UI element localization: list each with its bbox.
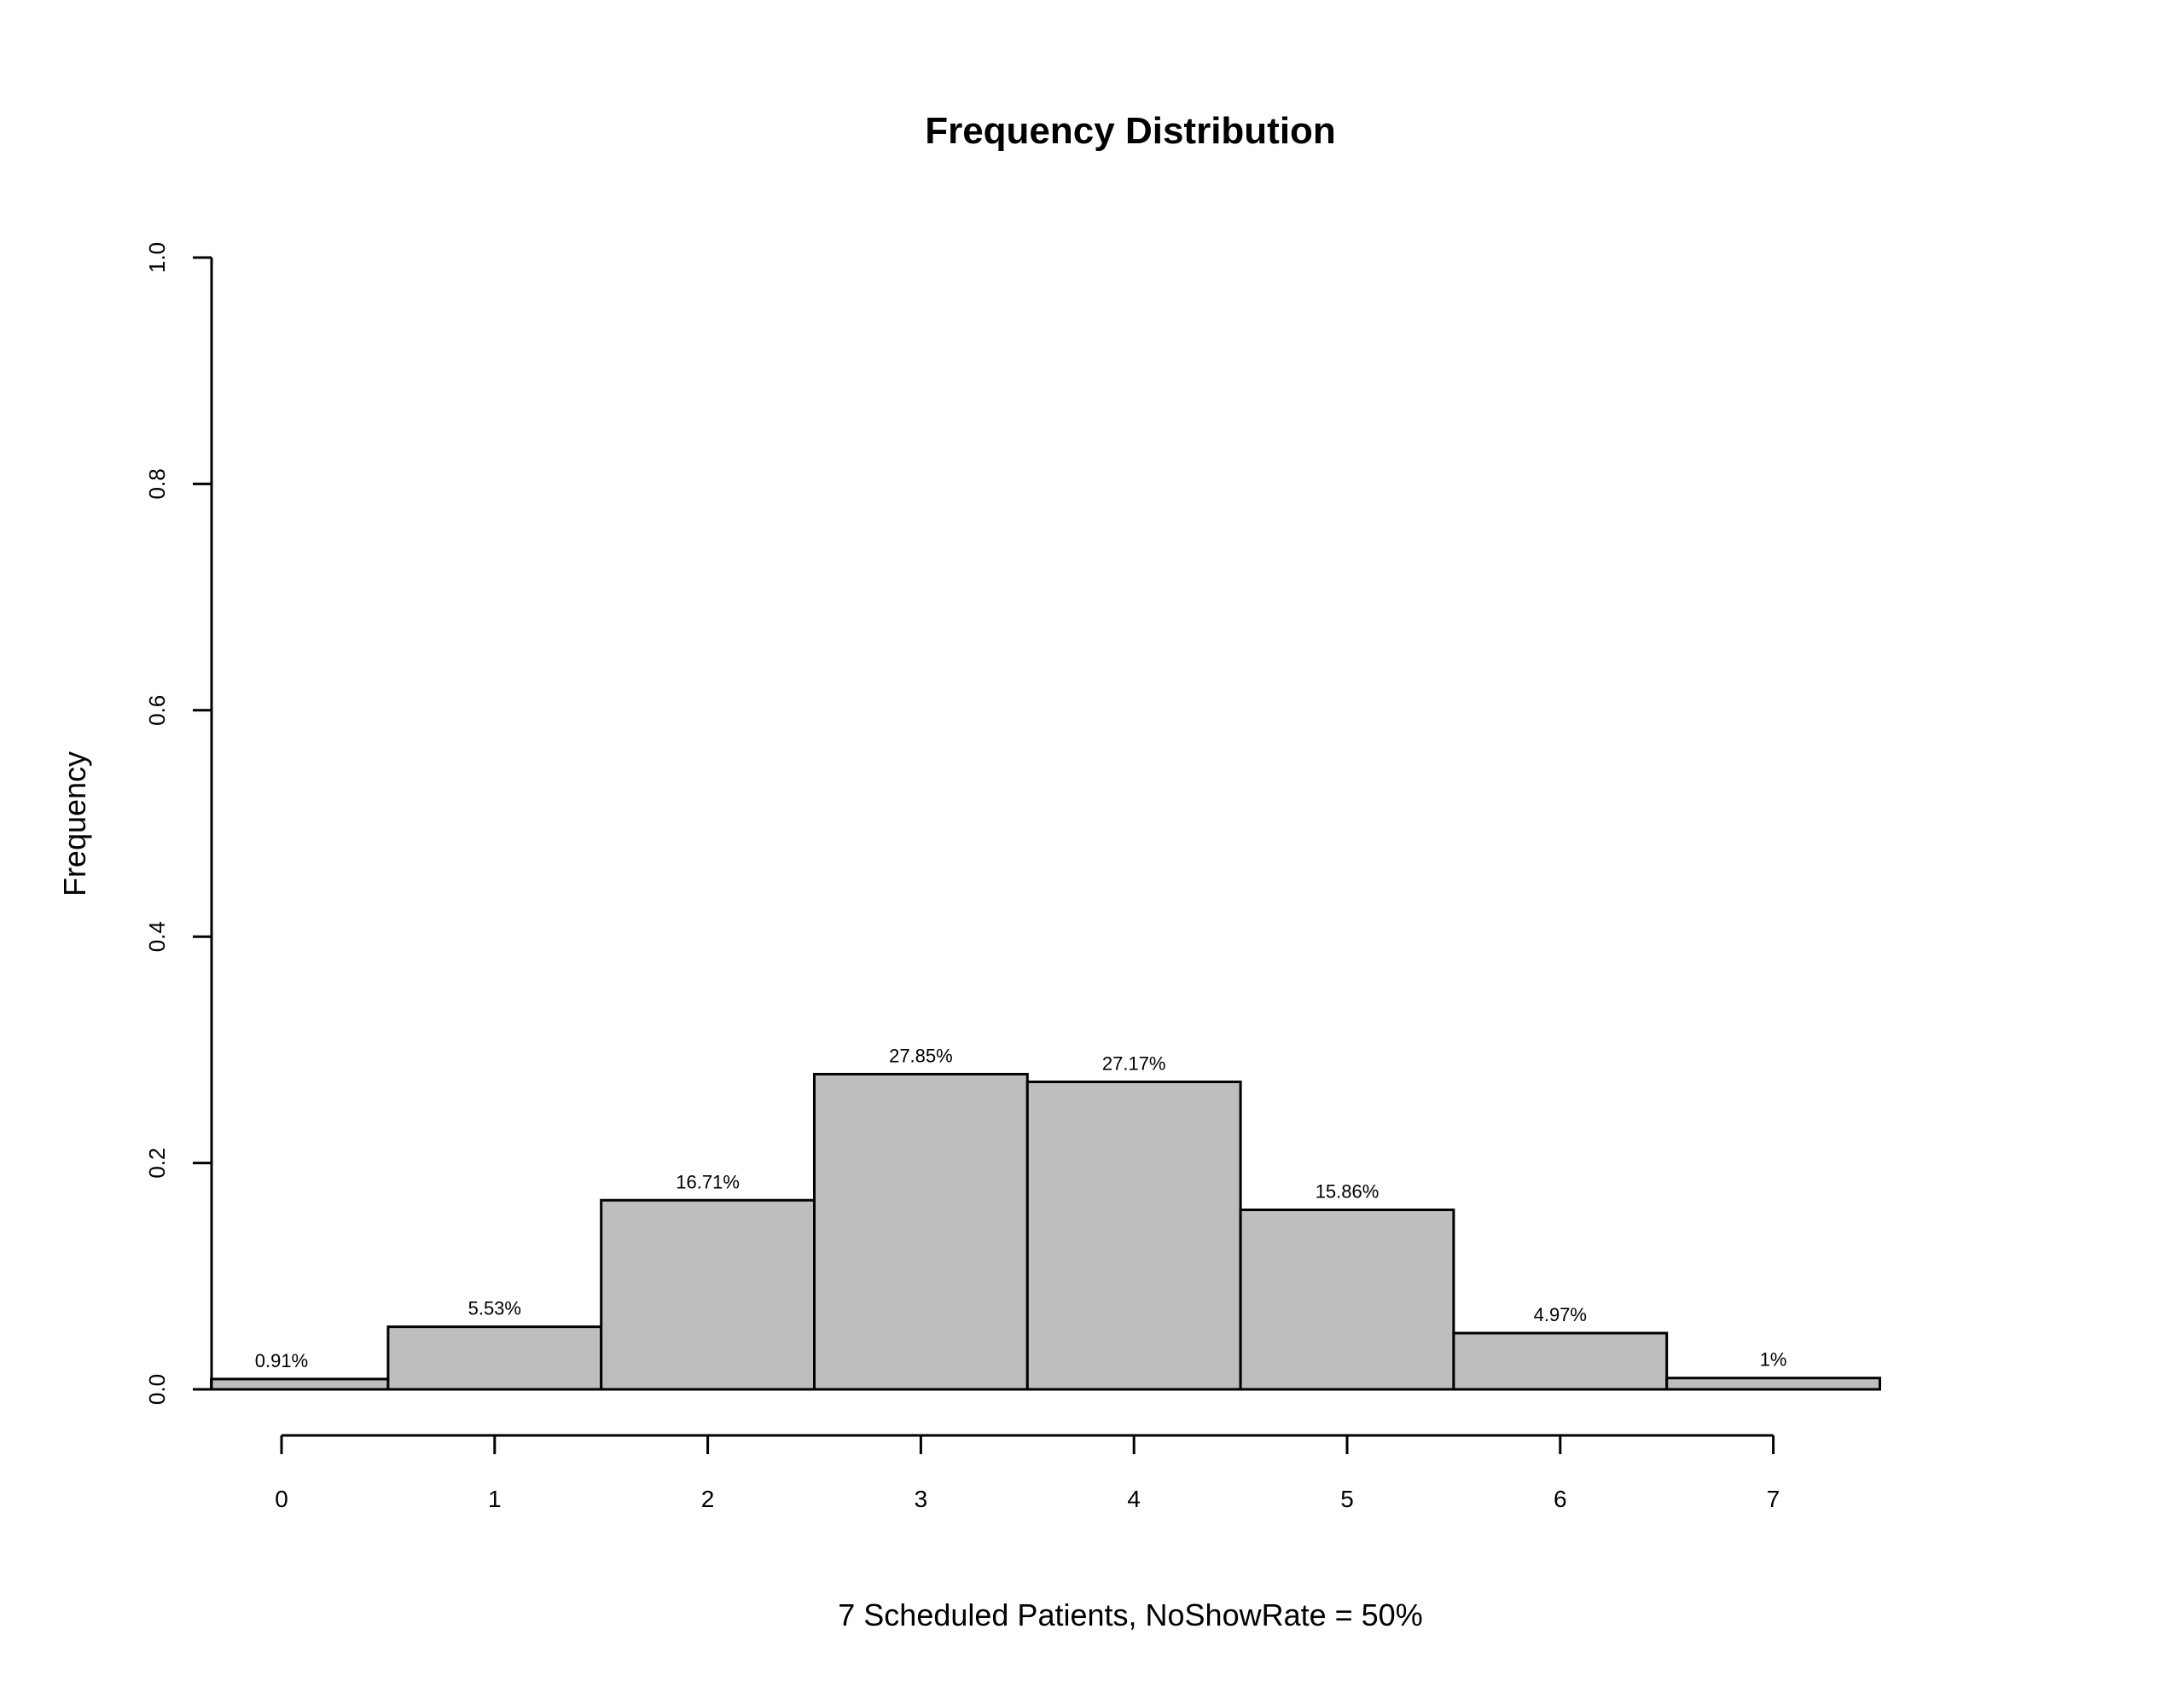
bar-data-label: 0.91% — [255, 1350, 308, 1371]
y-tick-label: 0.2 — [144, 1148, 170, 1179]
x-tick-label: 4 — [1127, 1486, 1141, 1512]
bar-data-label: 5.53% — [468, 1298, 521, 1319]
x-tick-label: 1 — [488, 1486, 502, 1512]
histogram-bar — [386, 1325, 603, 1391]
histogram-bar — [600, 1198, 816, 1391]
histogram-bar — [813, 1072, 1029, 1391]
x-tick-label: 6 — [1554, 1486, 1567, 1512]
histogram-bar — [1665, 1377, 1881, 1391]
x-axis-label: 7 Scheduled Patients, NoShowRate = 50% — [838, 1597, 1422, 1632]
y-tick-label: 0.8 — [144, 468, 170, 499]
histogram-bar — [1452, 1331, 1669, 1391]
bar-data-label: 16.71% — [676, 1171, 740, 1192]
y-tick-label: 0.6 — [144, 695, 170, 726]
x-tick-label: 7 — [1767, 1486, 1780, 1512]
y-axis-label: Frequency — [57, 751, 92, 896]
histogram-bar — [1025, 1080, 1242, 1391]
histogram-bar — [1239, 1209, 1455, 1391]
histogram-bar — [210, 1377, 390, 1391]
chart-title: Frequency Distribution — [925, 110, 1336, 152]
y-tick-label: 1.0 — [144, 242, 170, 273]
bar-data-label: 15.86% — [1316, 1181, 1380, 1203]
bar-data-label: 1% — [1760, 1349, 1787, 1371]
bar-data-label: 27.17% — [1102, 1052, 1166, 1074]
x-tick-label: 0 — [275, 1486, 288, 1512]
x-tick-label: 2 — [701, 1486, 715, 1512]
bar-data-label: 27.85% — [889, 1045, 953, 1066]
x-tick-label: 3 — [915, 1486, 928, 1512]
y-tick-label: 0.0 — [144, 1374, 170, 1405]
bar-data-label: 4.97% — [1534, 1304, 1587, 1325]
x-tick-label: 5 — [1340, 1486, 1354, 1512]
y-tick-label: 0.4 — [144, 921, 170, 952]
